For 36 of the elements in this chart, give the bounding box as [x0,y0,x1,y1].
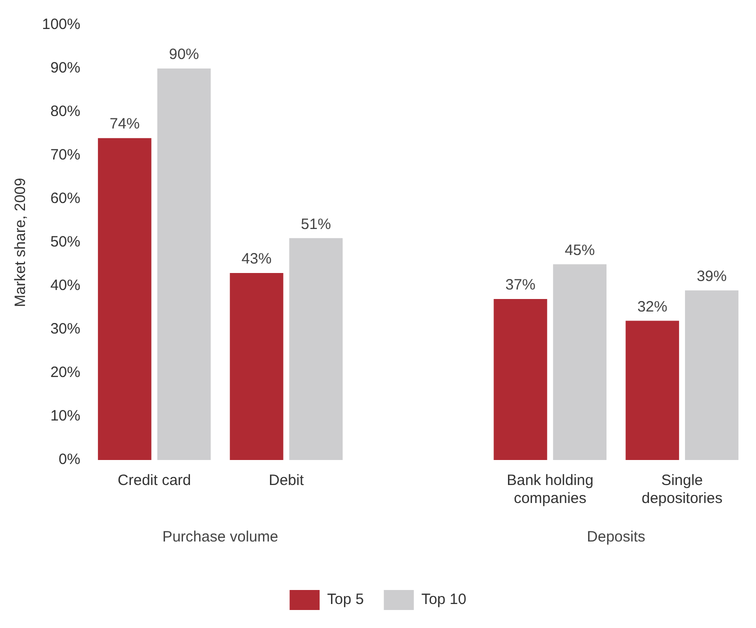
text: Purchase volume [162,528,278,546]
y-tick-label: 50% [50,234,80,251]
y-tick-label: 90% [50,60,80,77]
y-tick-label: 60% [50,190,80,208]
y-axis-title: Market share, 2009 [12,178,30,308]
bar [157,68,211,460]
x-tick-label: Credit card [118,472,192,490]
text: Deposits [586,528,646,546]
data-label: 90% [168,46,200,64]
data-label: 74% [110,116,140,133]
y-tick-label: 20% [50,364,80,382]
bar [494,299,548,460]
y-tick-label: 0% [58,451,80,468]
legend-label: Top 10 [421,591,466,608]
bar [553,264,607,460]
y-tick-label: 80% [50,103,80,120]
x-tick-label: Bank holding companies [506,472,594,508]
data-label: 32% [637,298,668,316]
x-tick-label: Debit [268,472,305,490]
legend-label: Top 5 [327,591,364,608]
y-tick-label: 100% [42,16,80,34]
y-tick-label: 40% [50,277,80,294]
bar [289,238,343,460]
y-tick-label: 30% [50,320,80,338]
data-label: 39% [696,268,727,285]
bar [98,138,152,460]
data-label: 51% [300,216,331,233]
y-tick-label: 10% [50,408,80,425]
bar [626,320,680,460]
data-label: 45% [564,242,595,259]
data-label: 37% [505,276,536,294]
x-tick-label: Single depositories [642,472,722,508]
bar [230,272,284,460]
bar [685,290,738,460]
y-tick-label: 70% [50,146,80,164]
data-label: 43% [242,250,272,268]
